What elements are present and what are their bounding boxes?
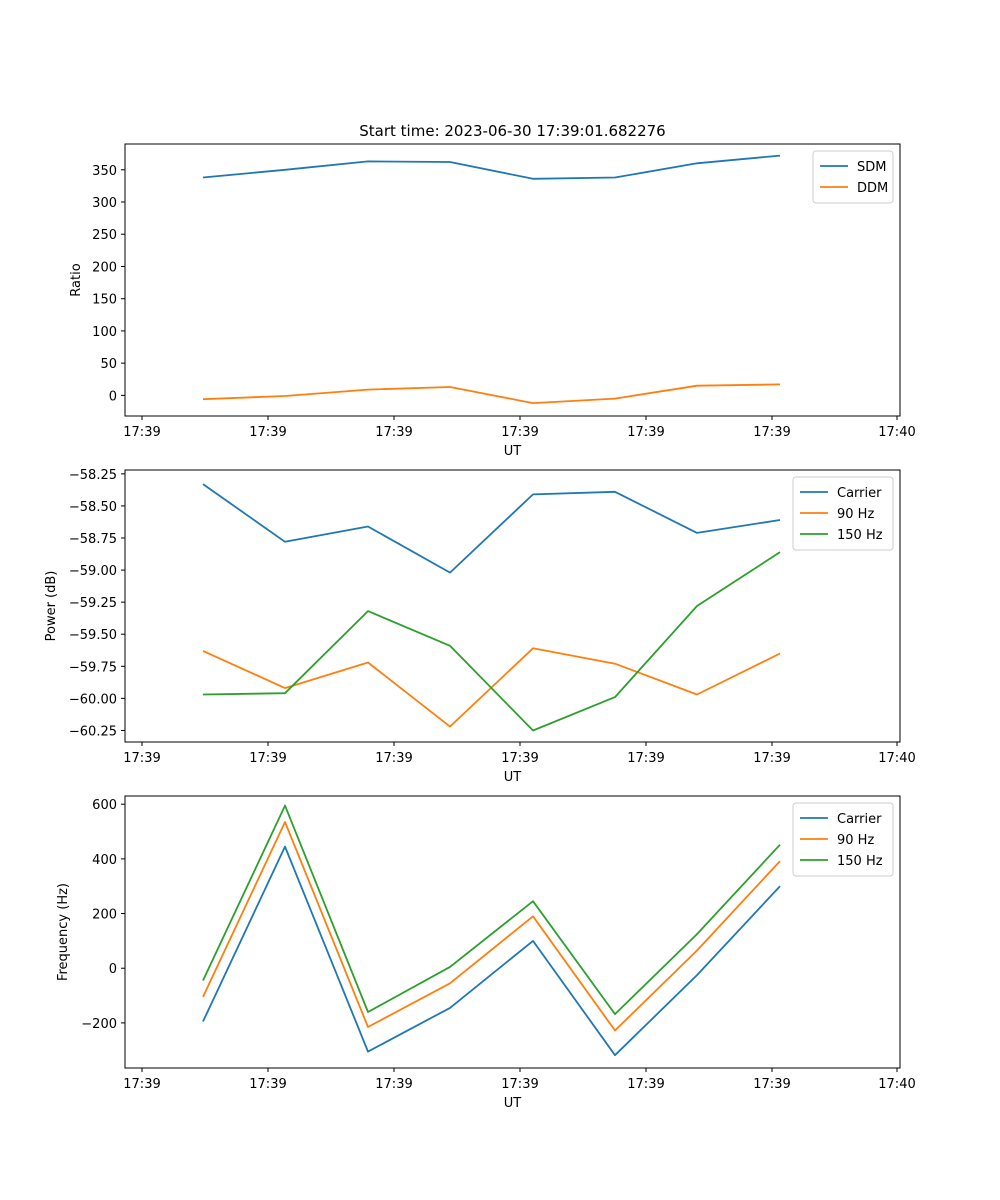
x-tick-label: 17:39 [249, 1077, 286, 1092]
legend-label: DDM [857, 181, 888, 196]
chart-power: 17:39 17:39 17:39 17:39 17:39 17:39 17:40 UT −60… [44, 468, 916, 785]
legend-label: 150 Hz [837, 854, 883, 869]
y-tick-label: −59.50 [69, 628, 117, 643]
y-tick-label: 150 [92, 293, 117, 308]
y-axis-label: Power (dB) [44, 571, 59, 642]
y-axis-label: Frequency (Hz) [56, 883, 71, 981]
legend-box [792, 476, 894, 551]
y-tick-label: 0 [109, 962, 117, 977]
x-tick-label: 17:39 [375, 425, 412, 440]
x-tick-label: 17:39 [375, 1077, 412, 1092]
y-tick-label: 600 [92, 798, 117, 813]
series-line-sdm [202, 154, 781, 180]
y-tick-label: 350 [92, 164, 117, 179]
x-tick-label: 17:39 [627, 425, 664, 440]
y-tick-label: −59.25 [69, 596, 117, 611]
y-tick-label: 250 [92, 228, 117, 243]
series-line-90-hz [202, 821, 781, 1032]
axes-frame [124, 469, 901, 743]
series-line-150-hz [202, 804, 781, 1015]
axes-frame [124, 795, 901, 1069]
x-tick-label: 17:39 [753, 1077, 790, 1092]
legend-box [792, 802, 894, 877]
y-tick-label: −59.00 [69, 564, 117, 579]
x-tick-label: 17:39 [501, 751, 538, 766]
x-tick-label: 17:40 [878, 751, 915, 766]
x-tick-label: 17:39 [753, 425, 790, 440]
x-tick-label: 17:39 [501, 1077, 538, 1092]
y-tick-label: 50 [100, 357, 117, 372]
legend-label: 90 Hz [837, 507, 874, 522]
x-tick-label: 17:40 [878, 425, 915, 440]
series-line-carrier [202, 845, 781, 1057]
y-tick-label: −60.25 [69, 724, 117, 739]
x-tick-label: 17:40 [878, 1077, 915, 1092]
chart-frequency: 17:39 17:39 17:39 17:39 17:39 17:39 17:40 UT −20… [56, 795, 916, 1111]
x-axis-label: UT [504, 1096, 522, 1111]
legend-label: 150 Hz [837, 528, 883, 543]
x-tick-label: 17:39 [375, 751, 412, 766]
legend-label: 90 Hz [837, 833, 874, 848]
legend-label: Carrier [837, 812, 882, 827]
x-tick-label: 17:39 [249, 751, 286, 766]
x-tick-label: 17:39 [627, 1077, 664, 1092]
y-tick-label: 400 [92, 853, 117, 868]
axes-frame [124, 143, 901, 417]
y-tick-label: −59.75 [69, 660, 117, 675]
y-tick-label: 100 [92, 325, 117, 340]
y-tick-label: 200 [92, 908, 117, 923]
x-tick-label: 17:39 [627, 751, 664, 766]
y-tick-label: 200 [92, 260, 117, 275]
x-tick-label: 17:39 [501, 425, 538, 440]
y-tick-label: 0 [109, 389, 117, 404]
figure-title: Start time: 2023-06-30 17:39:01.682276 [359, 122, 665, 140]
x-tick-label: 17:39 [123, 751, 160, 766]
legend-label: Carrier [837, 486, 882, 501]
y-tick-label: −200 [81, 1017, 117, 1032]
y-axis-label: Ratio [69, 263, 84, 296]
x-tick-label: 17:39 [249, 425, 286, 440]
y-tick-label: 300 [92, 196, 117, 211]
y-tick-label: −58.75 [69, 532, 117, 547]
y-tick-label: −60.00 [69, 692, 117, 707]
x-tick-label: 17:39 [123, 425, 160, 440]
chart-ratio: 17:39 17:39 17:39 17:39 17:39 17:39 17:40 UT 0 50… [69, 143, 916, 459]
legend-label: SDM [857, 160, 886, 175]
y-tick-label: −58.25 [69, 468, 117, 483]
x-tick-label: 17:39 [123, 1077, 160, 1092]
x-tick-label: 17:39 [753, 751, 790, 766]
series-line-carrier [202, 483, 781, 574]
legend-box [812, 150, 894, 204]
series-line-150-hz [202, 551, 781, 732]
x-axis-label: UT [504, 770, 522, 785]
y-tick-label: −58.50 [69, 500, 117, 515]
x-axis-label: UT [504, 444, 522, 459]
series-line-ddm [202, 383, 781, 405]
